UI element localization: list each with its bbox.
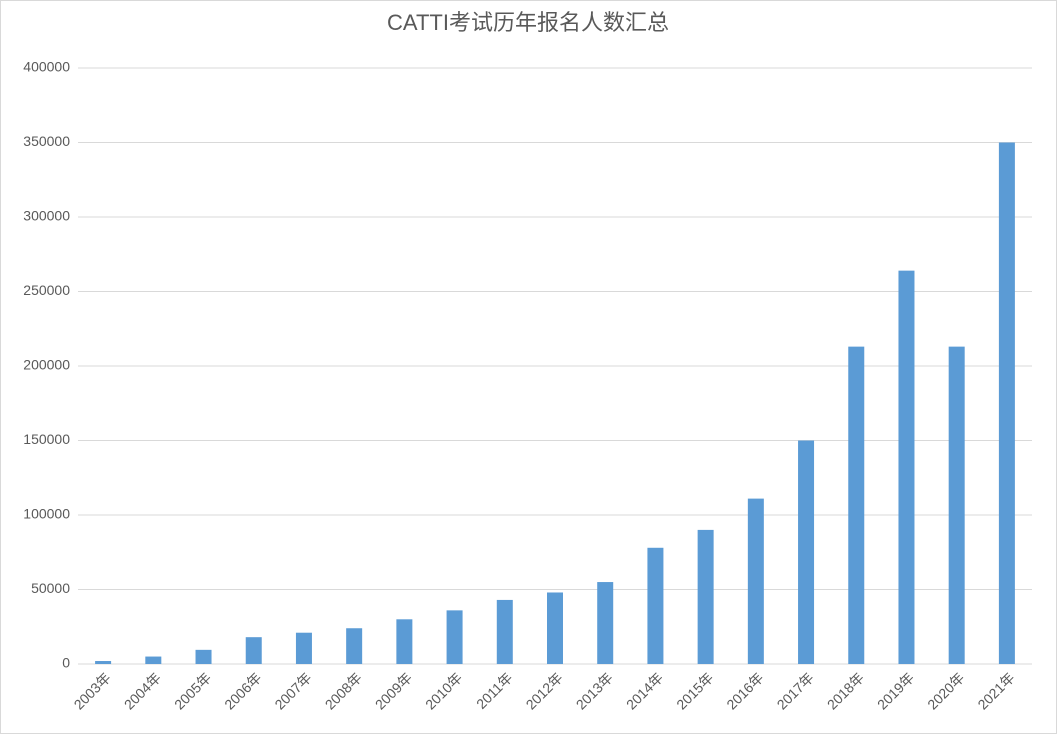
y-tick-label: 400000 [23,59,70,75]
y-tick-label: 100000 [23,506,70,522]
y-tick-label: 350000 [23,133,70,149]
bar [496,599,513,664]
bar [848,346,865,664]
bar [346,628,363,664]
bar [245,637,262,664]
y-tick-label: 0 [62,655,70,671]
bar [396,619,413,664]
y-tick-label: 150000 [23,431,70,447]
bar [898,270,915,664]
bar [446,610,463,664]
bar [145,656,162,664]
chart-title: CATTI考试历年报名人数汇总 [387,10,669,35]
bar [948,346,965,664]
bar [195,649,212,664]
bar [747,498,764,664]
y-tick-label: 300000 [23,208,70,224]
bar [597,582,614,664]
bar [998,142,1015,664]
bar [295,632,312,664]
y-tick-label: 50000 [31,580,70,596]
y-tick-label: 200000 [23,357,70,373]
bar [697,529,714,664]
bar [547,592,563,664]
bar [647,547,664,664]
y-tick-label: 250000 [23,282,70,298]
bar [798,440,815,664]
bar [95,661,112,664]
